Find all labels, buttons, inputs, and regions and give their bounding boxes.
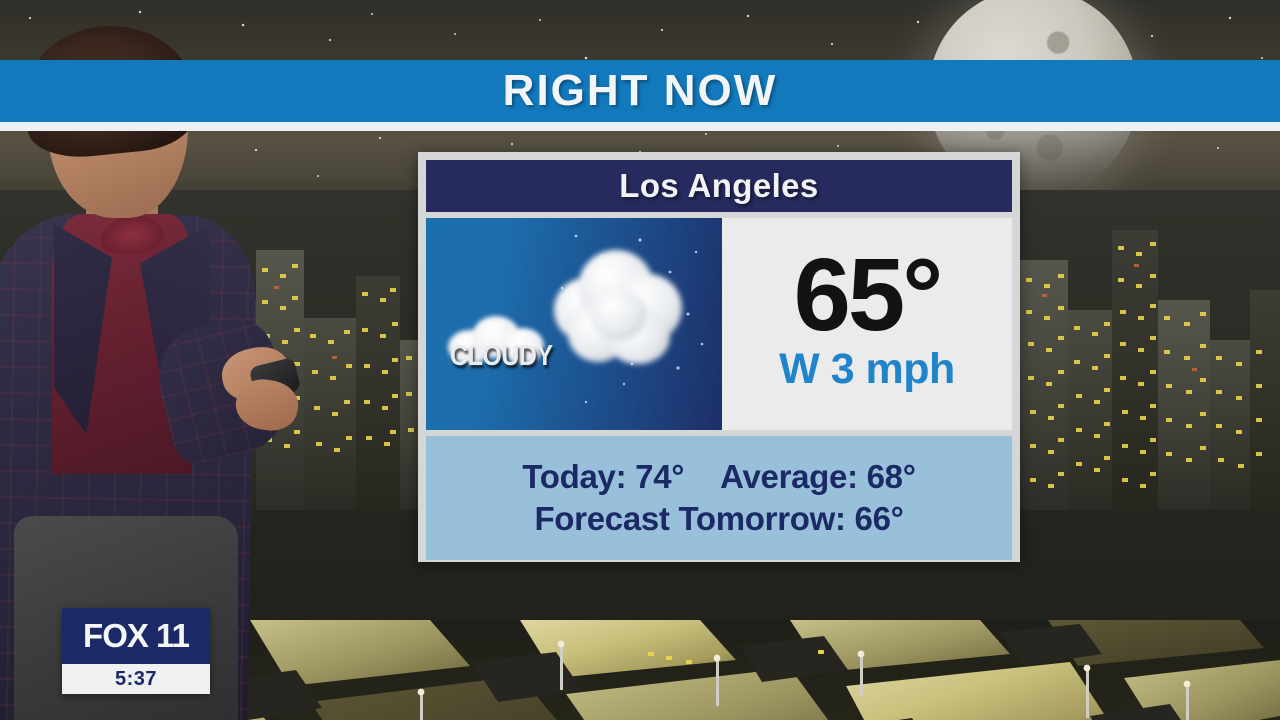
weather-card: Los Angeles [418,152,1020,562]
cloud-large-icon [544,244,694,370]
city-name: Los Angeles [619,167,819,204]
station-logo-badge: FOX 11 [62,608,210,664]
station-logo: FOX 11 5:37 [62,608,210,694]
condition-panel: CLOUDY [426,218,722,430]
weather-card-footer: Today: 74° Average: 68° Forecast Tomorro… [426,436,1012,560]
weather-card-body: CLOUDY 65° W 3 mph [426,218,1012,430]
temperature-panel: 65° W 3 mph [722,218,1012,430]
today-high: Today: 74° [522,458,685,495]
average-high: Average: 68° [720,458,916,495]
banner-underline [0,122,1280,131]
current-time: 5:37 [114,667,158,690]
weather-card-header: Los Angeles [426,160,1012,212]
wind-reading: W 3 mph [779,344,955,393]
condition-label: CLOUDY [450,340,553,372]
station-name: FOX 11 [83,617,190,654]
current-temperature: 65° [793,237,944,353]
footer-row-bottom: Forecast Tomorrow: 66° [534,500,903,538]
right-now-banner: RIGHT NOW [0,60,1280,122]
forecast-tomorrow: Forecast Tomorrow: 66° [534,500,904,537]
footer-row-top: Today: 74° Average: 68° [522,458,916,496]
cloud-small-icon [448,314,544,366]
clock-bar: 5:37 [62,664,210,694]
banner-title: RIGHT NOW [502,66,778,115]
